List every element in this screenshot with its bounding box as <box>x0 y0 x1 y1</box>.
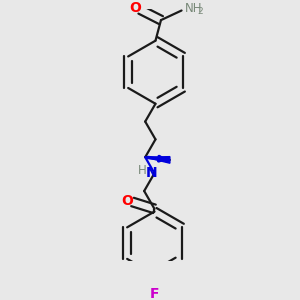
Polygon shape <box>145 157 170 163</box>
Text: N: N <box>146 166 158 180</box>
Text: H: H <box>138 164 146 177</box>
Text: NH: NH <box>185 2 202 15</box>
Text: O: O <box>130 1 141 15</box>
Text: F: F <box>150 287 159 300</box>
Text: 2: 2 <box>197 7 203 16</box>
Text: O: O <box>121 194 133 208</box>
